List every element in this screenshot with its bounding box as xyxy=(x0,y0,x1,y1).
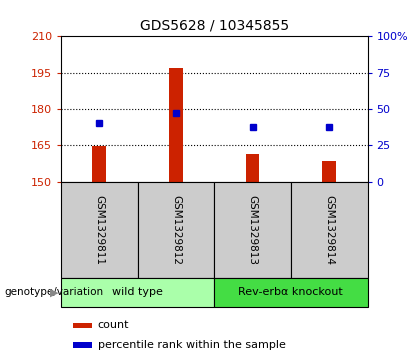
Text: GSM1329814: GSM1329814 xyxy=(324,195,334,265)
Text: count: count xyxy=(98,321,129,330)
Title: GDS5628 / 10345855: GDS5628 / 10345855 xyxy=(139,19,289,32)
Text: percentile rank within the sample: percentile rank within the sample xyxy=(98,340,286,350)
Bar xyxy=(322,161,336,182)
Bar xyxy=(138,182,214,278)
Text: ▶: ▶ xyxy=(50,287,59,297)
Bar xyxy=(214,182,291,278)
Text: GSM1329813: GSM1329813 xyxy=(247,195,257,265)
Bar xyxy=(61,182,138,278)
Bar xyxy=(246,154,260,182)
Text: Rev-erbα knockout: Rev-erbα knockout xyxy=(239,287,343,297)
Text: GSM1329811: GSM1329811 xyxy=(94,195,104,265)
Bar xyxy=(73,342,92,348)
Text: wild type: wild type xyxy=(112,287,163,297)
Bar xyxy=(291,182,368,278)
Bar xyxy=(73,323,92,328)
Bar xyxy=(61,278,214,307)
Bar xyxy=(169,68,183,182)
Bar xyxy=(214,278,368,307)
Bar xyxy=(92,146,106,182)
Text: genotype/variation: genotype/variation xyxy=(4,287,103,297)
Text: GSM1329812: GSM1329812 xyxy=(171,195,181,265)
